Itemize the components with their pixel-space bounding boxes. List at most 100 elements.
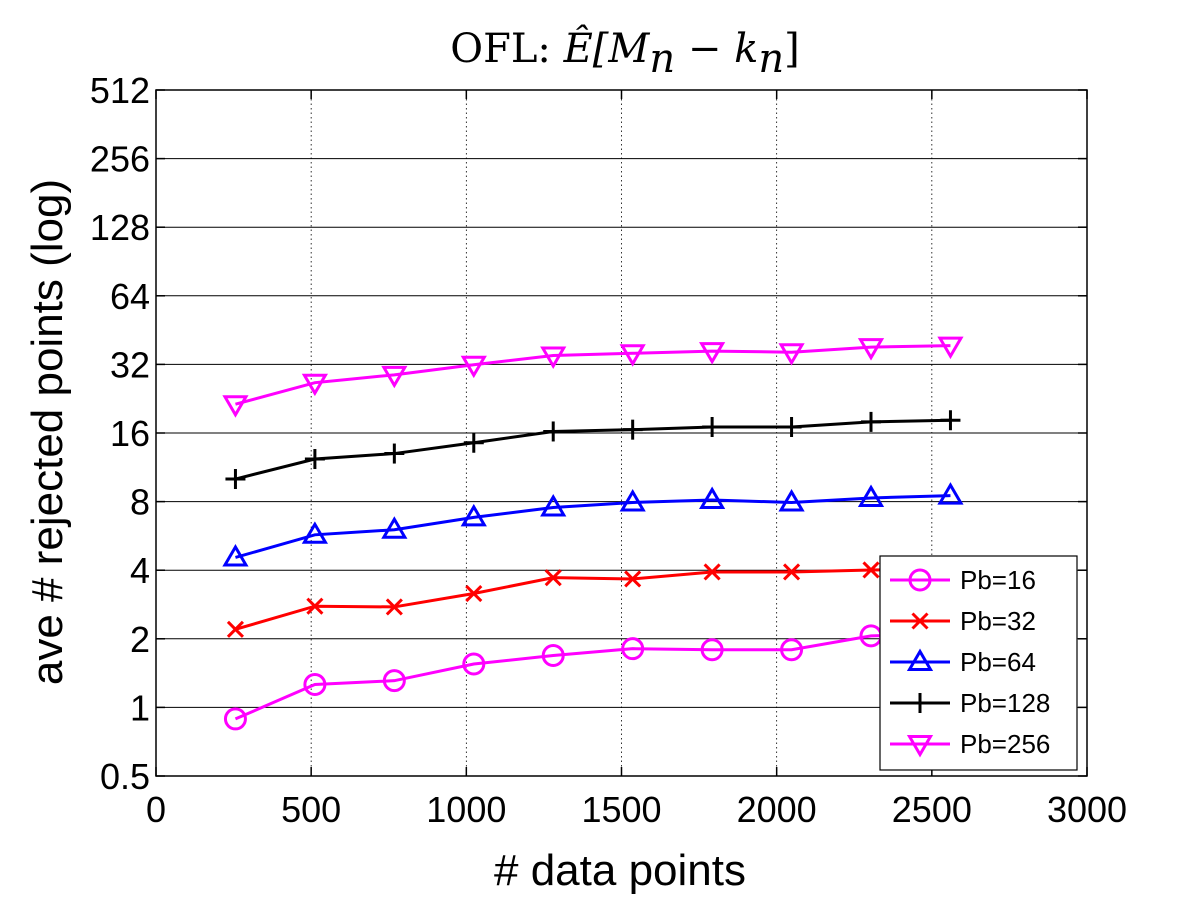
x-marker	[385, 598, 403, 616]
triangle-down-marker	[222, 395, 249, 418]
plus-marker	[781, 417, 802, 438]
chart-title-sub2: n	[758, 36, 784, 82]
chart-title-prefix: OFL:	[450, 26, 563, 72]
circle-marker	[700, 638, 724, 662]
x-axis-label: # data points	[494, 846, 746, 895]
triangle-down-marker	[619, 344, 646, 367]
plus-marker	[543, 421, 564, 442]
circle-marker	[621, 637, 645, 661]
y-tick-label: 2	[130, 619, 150, 660]
x-marker-stroke	[385, 598, 403, 616]
x-marker	[783, 563, 801, 581]
y-tick-label: 256	[90, 139, 150, 180]
legend-label: Pb=64	[960, 647, 1036, 677]
y-tick-label: 0.5	[100, 756, 150, 797]
triangle-up-marker	[857, 484, 885, 507]
circle-marker	[462, 652, 486, 676]
triangle-down-marker	[937, 336, 964, 360]
series-pb-64	[222, 482, 964, 567]
x-marker	[624, 570, 642, 588]
legend-label: Pb=32	[960, 606, 1036, 636]
series-line	[234, 632, 951, 721]
x-marker-stroke	[911, 612, 929, 630]
triangle-down-marker	[857, 338, 885, 361]
chart-title-mid: − k	[675, 26, 758, 72]
plus-marker	[861, 411, 882, 432]
y-axis-label: ave # rejected points (log)	[23, 179, 72, 685]
triangle-down-marker	[699, 342, 726, 365]
triangle-down-marker	[381, 365, 408, 389]
series-pb-256	[222, 336, 964, 418]
x-tick-label: 1500	[581, 789, 661, 830]
x-tick-label: 2500	[892, 789, 972, 830]
plus-marker	[304, 449, 325, 470]
legend-label: Pb=256	[960, 729, 1050, 759]
x-marker	[911, 612, 929, 630]
plus-marker	[910, 693, 930, 713]
x-tick-label: 500	[281, 789, 341, 830]
x-marker-stroke	[226, 620, 245, 638]
plus-marker	[225, 469, 246, 490]
x-marker	[465, 584, 483, 603]
triangle-up-marker	[381, 516, 408, 539]
plus-marker	[940, 410, 961, 431]
y-tick-label: 4	[130, 550, 150, 591]
y-tick-label: 32	[110, 344, 150, 385]
series-line	[235, 344, 951, 406]
x-marker-stroke	[862, 561, 880, 579]
legend-label: Pb=128	[960, 688, 1050, 718]
plus-marker	[622, 419, 643, 440]
triangle-up-marker	[937, 482, 964, 505]
legend: Pb=16 Pb=32 Pb=64 Pb=128 Pb=256	[879, 555, 1078, 771]
x-tick-label: 3000	[1047, 789, 1127, 830]
x-marker-stroke	[544, 569, 562, 587]
triangle-up-marker	[778, 488, 805, 512]
plus-marker	[702, 417, 723, 438]
axis-ticks: 0 500 1000 1500 2000 2500 3000 0.5 1 2 4 8 16 32 64 128…	[90, 70, 1127, 830]
x-marker	[306, 597, 324, 615]
x-marker-stroke	[703, 563, 721, 581]
y-tick-label: 8	[130, 482, 150, 523]
triangle-up-marker	[619, 488, 646, 512]
y-tick-label: 512	[90, 70, 150, 111]
circle-marker	[541, 643, 565, 667]
series-layer	[222, 336, 964, 731]
x-marker	[862, 561, 880, 579]
circle-marker	[223, 707, 247, 731]
series-line	[235, 567, 951, 631]
triangle-up-marker	[460, 503, 487, 527]
x-marker-stroke	[306, 597, 324, 615]
plus-marker	[463, 432, 484, 453]
chart-title-sub1: n	[649, 36, 675, 82]
circle-marker	[303, 673, 327, 697]
chart-title-math: Ê[M	[563, 25, 651, 72]
plus-marker	[384, 443, 405, 464]
y-tick-label: 128	[90, 207, 150, 248]
series-pb-32	[226, 560, 960, 638]
circle-marker	[908, 568, 932, 592]
series-line	[235, 418, 951, 481]
circle-marker	[382, 669, 406, 693]
triangle-up-marker	[540, 493, 567, 517]
legend-label: Pb=16	[960, 565, 1036, 595]
x-tick-label: 0	[146, 789, 166, 830]
x-marker-stroke	[624, 570, 642, 588]
series-line	[235, 494, 951, 559]
triangle-down-marker	[540, 346, 567, 370]
series-pb-128	[225, 410, 961, 490]
y-tick-label: 64	[110, 276, 150, 317]
x-tick-label: 2000	[737, 789, 817, 830]
triangle-down-marker	[301, 373, 329, 397]
x-marker-stroke	[783, 563, 801, 581]
triangle-up-marker	[222, 543, 249, 567]
circle-marker	[780, 638, 804, 662]
triangle-down-marker	[906, 735, 934, 758]
x-marker-stroke	[465, 584, 483, 603]
triangle-down-marker	[460, 355, 487, 379]
x-marker	[544, 569, 562, 587]
x-tick-label: 1000	[426, 789, 506, 830]
chart-title-end: ]	[784, 26, 800, 72]
x-marker	[703, 563, 721, 581]
y-tick-label: 16	[110, 413, 150, 454]
